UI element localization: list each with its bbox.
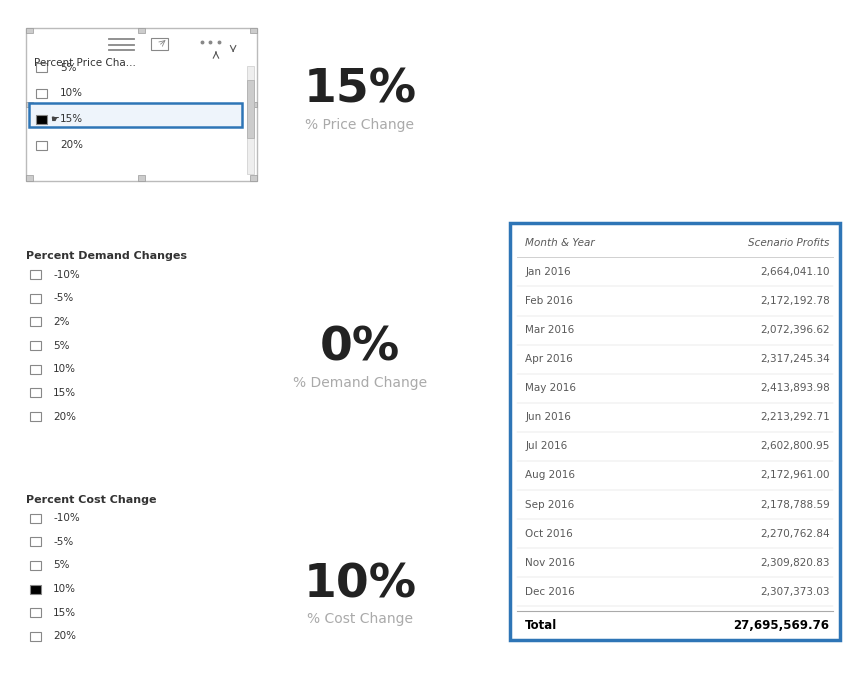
Text: 20%: 20%: [53, 631, 76, 642]
Bar: [250, 175, 257, 181]
FancyBboxPatch shape: [30, 388, 41, 397]
FancyBboxPatch shape: [30, 412, 41, 421]
Text: 2,317,245.34: 2,317,245.34: [760, 354, 830, 364]
Text: -5%: -5%: [53, 537, 74, 547]
FancyBboxPatch shape: [510, 223, 840, 640]
Text: Percent Price Cha...: Percent Price Cha...: [34, 58, 136, 68]
Text: % Demand Change: % Demand Change: [293, 376, 427, 390]
Text: Feb 2016: Feb 2016: [525, 296, 573, 306]
FancyBboxPatch shape: [26, 28, 257, 181]
Text: 2%: 2%: [53, 317, 69, 327]
Text: Jul 2016: Jul 2016: [525, 441, 567, 452]
Text: Dec 2016: Dec 2016: [525, 587, 575, 597]
Text: 2,172,961.00: 2,172,961.00: [760, 470, 830, 480]
Text: Percent Demand Changes: Percent Demand Changes: [26, 251, 187, 261]
Bar: [247, 80, 254, 138]
FancyBboxPatch shape: [30, 317, 41, 326]
Text: Percent Cost Change: Percent Cost Change: [26, 495, 156, 505]
FancyBboxPatch shape: [30, 608, 41, 617]
Text: 10%: 10%: [53, 584, 76, 594]
Text: 20%: 20%: [60, 140, 83, 150]
Bar: [247, 66, 254, 174]
Text: Total: Total: [525, 619, 558, 632]
Text: 5%: 5%: [60, 63, 76, 72]
Text: 15%: 15%: [53, 388, 76, 398]
Text: 2,172,192.78: 2,172,192.78: [760, 296, 830, 306]
FancyBboxPatch shape: [36, 115, 47, 124]
FancyBboxPatch shape: [30, 632, 41, 641]
Text: 2,307,373.03: 2,307,373.03: [760, 587, 830, 597]
Text: 10%: 10%: [60, 88, 83, 98]
FancyBboxPatch shape: [30, 537, 41, 546]
Text: Month & Year: Month & Year: [525, 238, 595, 248]
FancyBboxPatch shape: [30, 270, 41, 279]
Text: % Cost Change: % Cost Change: [307, 612, 413, 626]
Bar: [26, 175, 33, 181]
Text: 2,309,820.83: 2,309,820.83: [760, 557, 830, 568]
Text: 5%: 5%: [53, 340, 69, 351]
FancyBboxPatch shape: [36, 89, 47, 98]
Text: Aug 2016: Aug 2016: [525, 470, 575, 480]
Text: Sep 2016: Sep 2016: [525, 500, 574, 509]
Bar: [250, 102, 257, 107]
Text: 5%: 5%: [53, 560, 69, 571]
FancyBboxPatch shape: [29, 104, 242, 127]
Text: 2,178,788.59: 2,178,788.59: [760, 500, 830, 509]
Bar: [250, 28, 257, 33]
Text: 15%: 15%: [303, 68, 417, 113]
Text: Apr 2016: Apr 2016: [525, 354, 573, 364]
Text: 2,413,893.98: 2,413,893.98: [760, 383, 830, 393]
Bar: [138, 28, 145, 33]
Text: 0%: 0%: [320, 326, 400, 370]
Text: % Price Change: % Price Change: [305, 118, 415, 132]
FancyBboxPatch shape: [30, 341, 41, 350]
Bar: [26, 102, 33, 107]
Text: -10%: -10%: [53, 513, 80, 523]
Text: 10%: 10%: [303, 562, 417, 607]
Bar: [138, 175, 145, 181]
Text: Oct 2016: Oct 2016: [525, 529, 573, 539]
Bar: [26, 28, 33, 33]
Text: 2,213,292.71: 2,213,292.71: [760, 412, 830, 422]
Text: 10%: 10%: [53, 364, 76, 374]
Bar: [151, 38, 168, 50]
FancyBboxPatch shape: [30, 514, 41, 523]
Text: Nov 2016: Nov 2016: [525, 557, 575, 568]
FancyBboxPatch shape: [36, 63, 47, 72]
Text: 27,695,569.76: 27,695,569.76: [734, 619, 830, 632]
FancyBboxPatch shape: [36, 141, 47, 150]
FancyBboxPatch shape: [30, 561, 41, 570]
Text: 2,072,396.62: 2,072,396.62: [760, 325, 830, 335]
FancyBboxPatch shape: [30, 294, 41, 303]
Text: Mar 2016: Mar 2016: [525, 325, 574, 335]
Text: Jan 2016: Jan 2016: [525, 267, 571, 277]
Text: 2,664,041.10: 2,664,041.10: [760, 267, 830, 277]
FancyBboxPatch shape: [30, 585, 41, 594]
Text: -10%: -10%: [53, 269, 80, 280]
Text: May 2016: May 2016: [525, 383, 577, 393]
Text: 15%: 15%: [53, 608, 76, 618]
Text: -5%: -5%: [53, 293, 74, 303]
Text: 20%: 20%: [53, 411, 76, 422]
FancyBboxPatch shape: [30, 365, 41, 374]
Text: 15%: 15%: [60, 114, 83, 124]
Text: Scenario Profits: Scenario Profits: [748, 238, 830, 248]
Text: ☛: ☛: [50, 114, 58, 124]
Text: 2,270,762.84: 2,270,762.84: [760, 529, 830, 539]
Text: 2,602,800.95: 2,602,800.95: [760, 441, 830, 452]
Text: Jun 2016: Jun 2016: [525, 412, 572, 422]
